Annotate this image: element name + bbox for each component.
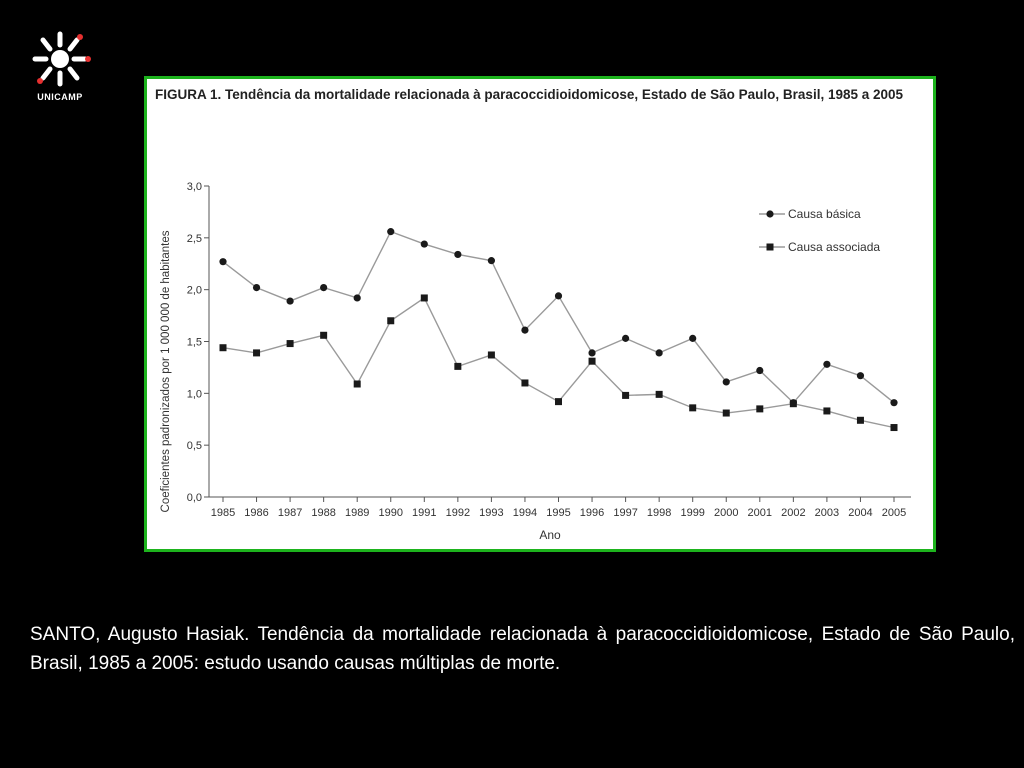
series-1-point (320, 283, 328, 292)
series-1-point (286, 297, 294, 305)
series-line-2 (222, 296, 895, 429)
x-tick-label: 2002 (781, 507, 805, 519)
x-tick-label: 2000 (714, 507, 738, 519)
series-2-point (454, 362, 462, 370)
series-1-point (890, 399, 898, 407)
series-2-point (689, 404, 697, 412)
series-2-point (387, 317, 395, 325)
figure-title: FIGURA 1. Tendência da mortalidade relac… (155, 87, 904, 102)
x-tick-label: 1990 (379, 507, 403, 519)
y-tick-label: 1,5 (187, 337, 202, 349)
y-tick-label: 0,0 (187, 492, 202, 504)
legend-marker-1 (766, 210, 774, 218)
y-tick-label: 1,0 (187, 388, 202, 400)
legend-label-2: Causa associada (788, 240, 880, 254)
series-2-point (823, 407, 831, 415)
series-1-point (420, 240, 428, 248)
series-1-point (454, 250, 462, 259)
series-2-point (756, 405, 764, 413)
x-tick-label: 2003 (815, 507, 839, 519)
series-1-point (756, 366, 764, 375)
series-1-point (722, 378, 730, 386)
figure-panel: FIGURA 1. Tendência da mortalidade relac… (144, 76, 936, 552)
x-tick-label: 1985 (211, 507, 235, 519)
series-2-point (722, 409, 730, 417)
series-2-point (353, 380, 361, 388)
y-tick-label: 2,5 (187, 233, 202, 245)
series-1-point (588, 349, 596, 357)
x-axis-label: Ano (539, 528, 561, 542)
x-tick-label: 1997 (613, 507, 637, 519)
series-2-point (286, 340, 294, 348)
logo-text: UNICAMP (37, 92, 83, 102)
series-1-point (856, 372, 865, 380)
x-tick-label: 1987 (278, 507, 302, 519)
x-tick-label: 2005 (882, 507, 906, 519)
x-tick-label: 1992 (446, 507, 470, 519)
x-tick-label: 1993 (479, 507, 503, 519)
series-2-point (320, 331, 328, 339)
x-tick-label: 2001 (748, 507, 772, 519)
series-1-point (554, 292, 563, 300)
unicamp-logo: UNICAMP (22, 26, 98, 108)
series-2-point (555, 398, 562, 406)
y-tick-label: 0,5 (187, 440, 202, 452)
x-tick-label: 1996 (580, 507, 604, 519)
x-tick-label: 1988 (311, 507, 335, 519)
unicamp-emblem-icon (32, 31, 91, 87)
series-1-point (387, 228, 395, 236)
series-1-point (655, 349, 663, 357)
series-2-point (856, 416, 864, 424)
y-axis-label: Coeficientes padronizados por 1 000 000 … (160, 230, 172, 512)
x-tick-label: 1989 (345, 507, 369, 519)
series-2-point (420, 294, 428, 302)
series-1-point (219, 258, 227, 266)
series-1-point (487, 257, 495, 265)
series-1-point (689, 334, 697, 342)
x-tick-label: 2004 (848, 507, 872, 519)
x-tick-label: 1995 (546, 507, 570, 519)
series-2-point (588, 357, 596, 365)
series-2-point (789, 400, 797, 408)
series-2-point (521, 379, 529, 387)
y-tick-label: 2,0 (187, 285, 202, 297)
series-1-point (521, 326, 529, 334)
y-tick-label: 3,0 (187, 181, 202, 193)
series-1-point (353, 294, 361, 302)
legend-label-1: Causa básica (788, 207, 861, 221)
citation-caption: SANTO, Augusto Hasiak. Tendência da mort… (30, 624, 1015, 674)
x-tick-label: 1994 (513, 507, 537, 519)
legend-marker-2 (766, 243, 774, 251)
series-2-point (890, 424, 898, 432)
series-line-1 (222, 230, 895, 404)
x-tick-label: 1999 (680, 507, 704, 519)
series-2-point (219, 344, 227, 352)
series-2-point (622, 391, 630, 399)
series-1-point (823, 360, 831, 368)
series-2-point (487, 351, 495, 359)
x-tick-label: 1991 (412, 507, 436, 519)
x-tick-label: 1998 (647, 507, 671, 519)
series-1-point (252, 283, 261, 292)
series-2-point (655, 390, 663, 398)
line-chart: 0,0 0,5 1,0 1,5 2,0 2,5 3,0 1985 1986 1987 1988 198… (160, 181, 911, 542)
series-1-point (622, 334, 630, 342)
x-tick-label: 1986 (244, 507, 268, 519)
series-2-point (253, 349, 261, 357)
